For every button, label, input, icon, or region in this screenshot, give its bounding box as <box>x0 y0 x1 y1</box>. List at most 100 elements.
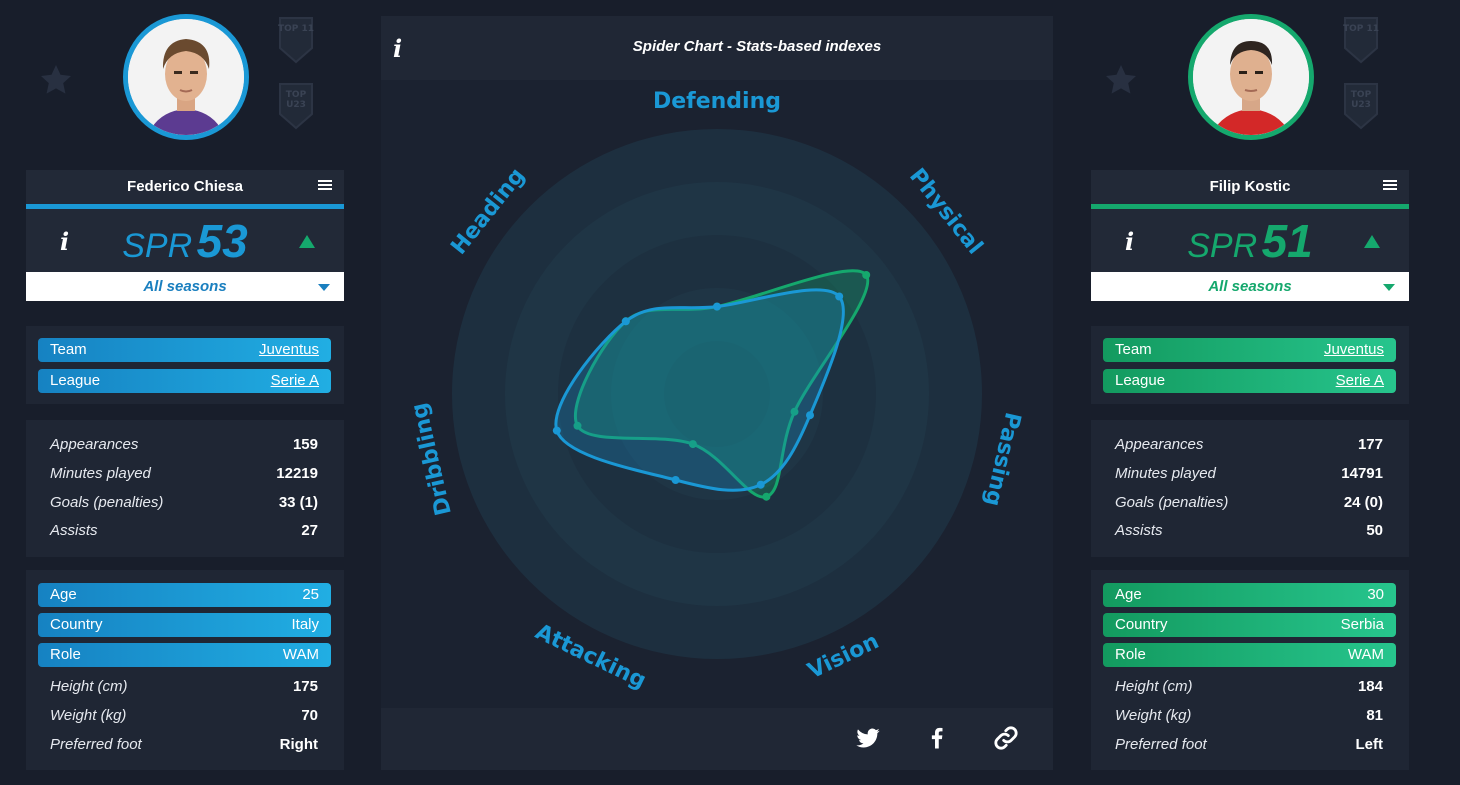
team-label: Team <box>50 341 87 358</box>
info-icon[interactable]: i <box>393 34 403 63</box>
badge-label: TOP 11 <box>277 24 315 34</box>
stat-row: Goals (penalties) 33 (1) <box>50 494 318 514</box>
link-icon[interactable] <box>992 724 1020 752</box>
radar-point <box>790 407 799 416</box>
player-name-bar: Filip Kostic <box>1091 170 1409 209</box>
bio-pill: Country Italy <box>38 613 331 637</box>
bio-label: Role <box>1115 646 1146 663</box>
chevron-down-icon <box>318 284 330 291</box>
stat-value: 184 <box>1357 678 1383 695</box>
radar-axis-label: Passing <box>979 410 1025 509</box>
season-value: All seasons <box>143 278 227 295</box>
spr-label: SPR <box>1187 227 1258 265</box>
radar-point <box>756 480 765 489</box>
menu-icon[interactable] <box>318 180 332 192</box>
stat-row: Preferred foot Left <box>1115 736 1383 756</box>
bio-value: 25 <box>302 586 319 603</box>
season-dropdown[interactable]: All seasons <box>26 272 344 301</box>
bio-card: Age 25 Country Italy Role WAM Height (cm) 17… <box>26 570 344 770</box>
stat-value: 33 (1) <box>278 494 318 511</box>
spr-rating: i SPR 51 <box>1091 209 1409 272</box>
team-link[interactable]: Juventus <box>258 341 319 358</box>
stat-label: Preferred foot <box>1115 736 1207 753</box>
star-icon[interactable] <box>1103 62 1139 98</box>
radar-axis-label: Dribbling <box>407 400 457 517</box>
season-value: All seasons <box>1208 278 1292 295</box>
player-photo <box>1188 14 1314 140</box>
team-pill: Team Juventus <box>38 338 331 362</box>
radar-point <box>621 317 630 326</box>
player-name: Federico Chiesa <box>127 178 243 195</box>
stat-value: 14791 <box>1341 465 1383 482</box>
bio-card: Age 30 Country Serbia Role WAM Height (cm) 1… <box>1091 570 1409 770</box>
bio-value: 30 <box>1367 586 1384 603</box>
stat-label: Weight (kg) <box>50 707 127 724</box>
chart-title: Spider Chart - Stats-based indexes <box>632 38 882 55</box>
badge-label: TOP U23 <box>285 90 307 110</box>
radar-point <box>806 411 814 420</box>
player-card-right: TOP 11 TOP U23 Filip Kostic i SPR 51 All… <box>1091 0 1409 785</box>
league-link[interactable]: Serie A <box>270 372 319 389</box>
stat-row: Weight (kg) 81 <box>1115 707 1383 727</box>
badge-label: TOP 11 <box>1342 24 1380 34</box>
bio-label: Country <box>1115 616 1168 633</box>
stat-row: Assists 50 <box>1115 522 1383 542</box>
team-link[interactable]: Juventus <box>1323 341 1384 358</box>
bio-pill: Country Serbia <box>1103 613 1396 637</box>
spider-chart-panel: i Spider Chart - Stats-based indexes Def… <box>381 16 1053 770</box>
stat-value: 81 <box>1366 707 1383 724</box>
bio-pill: Age 25 <box>38 583 331 607</box>
player-name-bar: Federico Chiesa <box>26 170 344 209</box>
spr-rating: i SPR 53 <box>26 209 344 272</box>
stat-value: 12219 <box>276 465 318 482</box>
stat-value: 177 <box>1357 436 1383 453</box>
chevron-down-icon <box>1383 284 1395 291</box>
stat-row: Goals (penalties) 24 (0) <box>1115 494 1383 514</box>
stat-label: Appearances <box>50 436 139 453</box>
facebook-icon[interactable] <box>923 724 951 752</box>
info-icon[interactable]: i <box>60 227 70 256</box>
stat-row: Assists 27 <box>50 522 318 542</box>
stat-row: Preferred foot Right <box>50 736 318 756</box>
share-bar <box>381 708 1053 770</box>
radar-ring <box>664 341 770 447</box>
stat-label: Goals (penalties) <box>1115 494 1229 511</box>
menu-icon[interactable] <box>1383 180 1397 192</box>
top11-badge-icon: TOP 11 <box>276 14 316 66</box>
league-label: League <box>50 372 101 389</box>
bio-value: Italy <box>291 616 319 633</box>
stat-row: Minutes played 14791 <box>1115 465 1383 485</box>
league-link[interactable]: Serie A <box>1335 372 1384 389</box>
stat-value: Right <box>279 736 318 753</box>
bio-label: Age <box>50 586 77 603</box>
bio-pill: Age 30 <box>1103 583 1396 607</box>
trend-up-icon <box>299 235 315 248</box>
radar-axis-label: Defending <box>653 89 781 114</box>
league-pill: League Serie A <box>38 369 331 393</box>
career-stats-card: Appearances 159 Minutes played 12219 Goals… <box>26 420 344 557</box>
stat-value: 175 <box>292 678 318 695</box>
bio-pill: Role WAM <box>1103 643 1396 667</box>
team-card: Team Juventus League Serie A <box>1091 326 1409 404</box>
team-pill: Team Juventus <box>1103 338 1396 362</box>
trend-up-icon <box>1364 235 1380 248</box>
radar-point <box>762 492 771 501</box>
season-dropdown[interactable]: All seasons <box>1091 272 1409 301</box>
info-icon[interactable]: i <box>1125 227 1135 256</box>
spider-chart: DefendingPhysicalPassingVisionAttackingD… <box>407 89 1025 694</box>
bio-value: Serbia <box>1340 616 1384 633</box>
stat-row: Height (cm) 184 <box>1115 678 1383 698</box>
stat-row: Minutes played 12219 <box>50 465 318 485</box>
stat-value: 70 <box>301 707 318 724</box>
radar-point <box>573 421 582 430</box>
bio-label: Country <box>50 616 103 633</box>
bio-value: WAM <box>282 646 319 663</box>
star-icon[interactable] <box>38 62 74 98</box>
stat-label: Weight (kg) <box>1115 707 1192 724</box>
stat-label: Minutes played <box>50 465 151 482</box>
league-label: League <box>1115 372 1166 389</box>
bio-label: Age <box>1115 586 1142 603</box>
twitter-icon[interactable] <box>854 724 882 752</box>
stat-value: 159 <box>292 436 318 453</box>
bio-pill: Role WAM <box>38 643 331 667</box>
